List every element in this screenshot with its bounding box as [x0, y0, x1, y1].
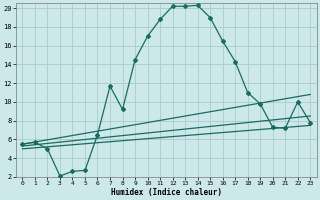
X-axis label: Humidex (Indice chaleur): Humidex (Indice chaleur)	[111, 188, 222, 197]
